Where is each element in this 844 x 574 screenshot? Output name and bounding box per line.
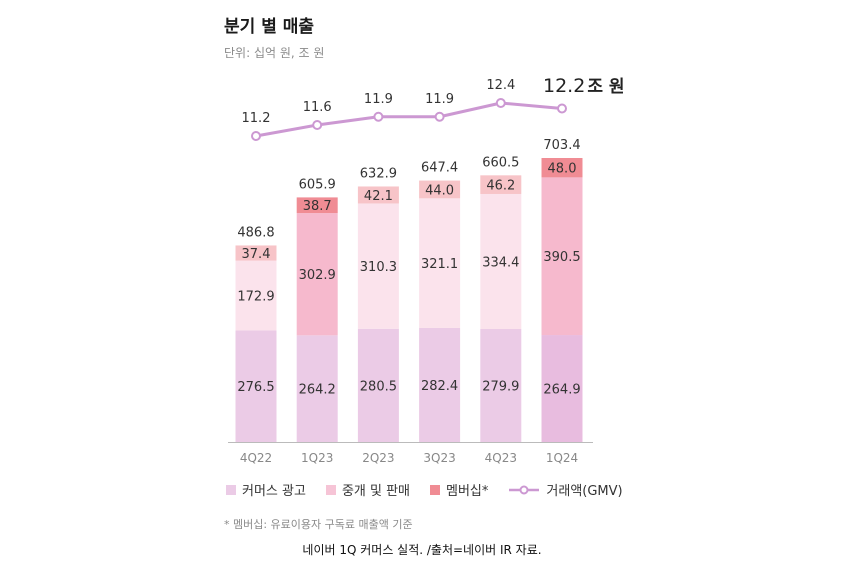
bar-segment-membership-4Q22: [235, 245, 277, 261]
value-label-commerce_ad-4Q22: 276.5: [237, 380, 274, 395]
value-label-brokerage-3Q23: 321.1: [421, 257, 458, 272]
bar-segment-membership-4Q23: [480, 175, 522, 194]
x-tick-label-1Q23: 1Q23: [301, 451, 333, 465]
value-label-commerce_ad-4Q23: 279.9: [482, 379, 519, 394]
value-label-membership-2Q23: 42.1: [364, 189, 393, 204]
total-label-2Q23: 632.9: [360, 166, 397, 181]
gmv-line: [255, 101, 563, 138]
value-label-membership-4Q23: 46.2: [486, 179, 515, 194]
gmv-value-label-1Q23: 11.6: [303, 100, 332, 115]
bar-segment-brokerage-1Q23: [296, 213, 338, 336]
gmv-point-2Q23: [373, 111, 384, 122]
total-label-4Q23: 660.5: [482, 155, 519, 170]
bar-segment-brokerage-1Q24: [541, 177, 583, 336]
legend-line-icon: [509, 485, 540, 494]
legend-label-commerce-ad: 커머스 광고: [242, 484, 306, 499]
legend-swatch-brokerage: [325, 484, 336, 495]
total-label-3Q23: 647.4: [421, 161, 458, 176]
revenue-chart: 276.5 172.9 37.4 486.8 4Q22 264.2 302.9 38.7 605…: [228, 78, 593, 465]
x-tick-label-3Q23: 3Q23: [423, 451, 455, 465]
bar-segment-brokerage-4Q23: [480, 193, 522, 329]
gmv-value-label-4Q23: 12.4: [486, 78, 515, 93]
legend-item-commerce-ad: 커머스 광고: [226, 480, 306, 499]
bar-segment-commerce_ad-1Q24: [541, 335, 583, 442]
x-tick-label-4Q22: 4Q22: [240, 451, 272, 465]
value-label-commerce_ad-2Q23: 280.5: [360, 379, 397, 394]
bar-segment-membership-2Q23: [357, 186, 399, 204]
legend-item-gmv: 거래액(GMV): [508, 480, 623, 499]
bar-segment-commerce_ad-1Q23: [296, 335, 338, 442]
bar-segment-brokerage-2Q23: [357, 203, 399, 329]
bar-segment-commerce_ad-3Q23: [419, 327, 461, 442]
x-tick-label-4Q23: 4Q23: [485, 451, 517, 465]
bar-segment-commerce_ad-2Q23: [357, 328, 399, 442]
bar-segment-membership-1Q24: [541, 158, 583, 178]
value-label-commerce_ad-1Q24: 264.9: [543, 383, 580, 398]
gmv-point-1Q23: [312, 120, 323, 130]
legend-swatch-commerce-ad: [226, 484, 236, 495]
footnote: * 멤버십: 유료이용자 구독료 매출액 기준: [224, 518, 413, 531]
value-label-brokerage-4Q23: 334.4: [482, 255, 519, 270]
gmv-value-label-2Q23: 11.9: [364, 92, 393, 107]
bar-segment-membership-3Q23: [419, 180, 461, 199]
bar-segment-membership-1Q23: [296, 197, 338, 214]
legend-item-brokerage: 중개 및 판매: [325, 480, 411, 499]
gmv-value-label-3Q23: 11.9: [425, 92, 454, 107]
gmv-point-1Q24: [557, 103, 567, 114]
gmv-highlight-value: 12.2: [543, 75, 586, 97]
legend-swatch-membership: [430, 484, 441, 495]
value-label-membership-4Q22: 37.4: [242, 247, 271, 262]
caption: 네이버 1Q 커머스 실적. /출처=네이버 IR 자료.: [302, 543, 542, 557]
chart-title: 분기 별 매출: [224, 17, 315, 37]
value-label-membership-3Q23: 44.0: [425, 183, 454, 198]
total-label-4Q22: 486.8: [237, 225, 274, 240]
gmv-value-label-4Q22: 11.2: [242, 111, 271, 126]
value-label-membership-1Q24: 48.0: [548, 162, 577, 177]
gmv-point-4Q22: [251, 131, 261, 141]
legend-label-brokerage: 중개 및 판매: [341, 484, 411, 499]
bar-segment-commerce_ad-4Q22: [235, 330, 277, 442]
value-label-commerce_ad-1Q23: 264.2: [299, 383, 336, 398]
legend: 커머스 광고 중개 및 판매 멤버십* 거래액(GMV): [226, 480, 643, 499]
gmv-point-4Q23: [495, 98, 506, 108]
x-tick-label-1Q24: 1Q24: [546, 451, 578, 465]
gmv-point-3Q23: [434, 111, 445, 122]
value-label-commerce_ad-3Q23: 282.4: [421, 379, 458, 394]
value-label-brokerage-1Q24: 390.5: [543, 250, 580, 265]
gmv-highlight: 12.2 조 원: [543, 72, 625, 97]
unit-label: 단위: 십억 원, 조 원: [224, 46, 325, 60]
value-label-brokerage-1Q23: 302.9: [299, 268, 336, 283]
x-tick-label-2Q23: 2Q23: [362, 451, 394, 465]
legend-label-membership: 멤버십*: [446, 484, 489, 499]
value-label-brokerage-4Q22: 172.9: [237, 289, 274, 304]
total-label-1Q24: 703.4: [543, 138, 580, 153]
bar-segment-commerce_ad-4Q23: [480, 328, 522, 442]
bar-segment-brokerage-3Q23: [419, 198, 461, 328]
value-label-brokerage-2Q23: 310.3: [360, 260, 397, 275]
legend-item-membership: 멤버십*: [430, 480, 488, 499]
bar-segment-brokerage-4Q22: [235, 260, 277, 331]
value-label-membership-1Q23: 38.7: [303, 199, 332, 214]
gmv-highlight-unit: 조 원: [587, 77, 625, 97]
legend-label-gmv: 거래액(GMV): [546, 484, 623, 499]
total-label-1Q23: 605.9: [299, 177, 336, 192]
